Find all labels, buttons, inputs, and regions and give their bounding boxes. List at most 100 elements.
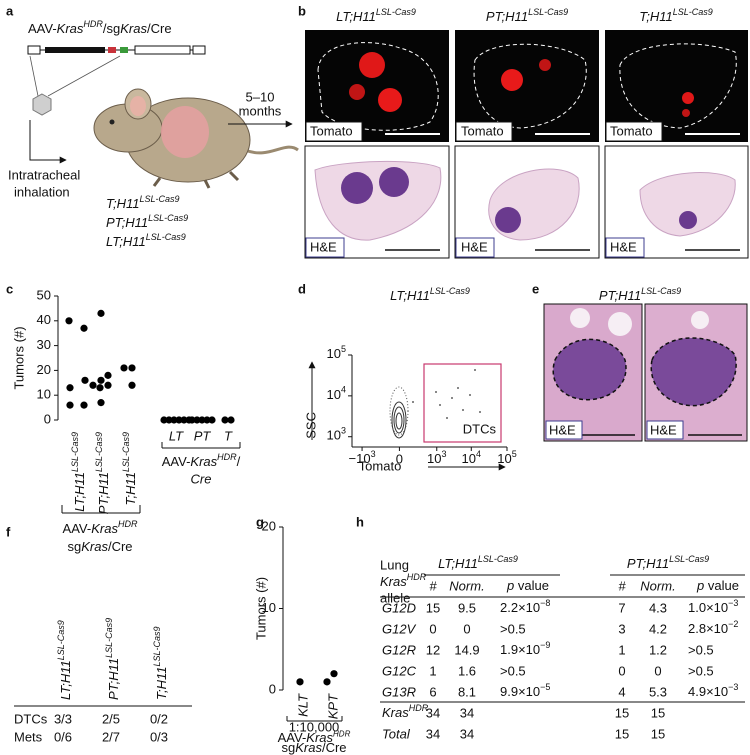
table-cell: 0/6 [54,729,72,744]
table-cell: 9.5 [458,600,476,615]
text-part: 10 [497,451,511,466]
x-tick-label: 104 [462,449,481,466]
table-cell: >0.5 [500,621,526,636]
text-part: 10 [327,346,341,361]
column-header: p value [696,578,739,593]
event [412,401,414,403]
contour [395,412,403,430]
text-part: HDR [83,19,103,29]
text-part: AAV- [162,454,191,469]
image-label: Tomato [310,123,353,138]
text-part: LSL-Cas9 [148,213,188,223]
x-tick-label: T;H11LSL-Cas9 [121,432,138,506]
text-part: LT;H11 [72,472,87,512]
row-label: G12R [382,642,416,657]
text-part: 5 [341,344,346,354]
contour [393,406,405,434]
text-part: T;H11 [154,667,169,700]
event [439,404,441,406]
table-cell: 9.9×10−5 [500,682,550,699]
table-cell: 1 [429,663,436,678]
text-part: 9.9×10 [500,684,540,699]
tumor [495,207,521,233]
text-part: LSL-Cas9 [528,7,568,17]
text-part: LT;H11 [58,660,73,700]
text-part: LSL-Cas9 [70,432,80,472]
column-header: # [618,578,626,593]
table-cell: >0.5 [688,642,714,657]
data-point [175,416,183,424]
data-point [170,416,178,424]
y-tick-label: 103 [327,426,346,443]
label-box [305,121,363,142]
x-tick-label: 0 [396,451,403,466]
text-part: PT;H11 [106,215,148,230]
text-part: −2 [728,619,738,629]
text-part: 2.8×10 [688,621,728,636]
construct-itr [27,45,41,55]
construct-cre [134,45,191,55]
data-point [221,416,229,424]
text-part: LSL-Cas9 [430,286,470,296]
event [469,394,471,396]
panel-e-images [543,303,748,442]
table-cell: 15 [615,726,629,741]
panel-label: a [6,3,14,18]
tumor-outline [650,337,737,407]
column-header: PT;H11LSL-Cas9 [105,618,122,700]
table-cell: 0 [429,621,436,636]
strain-label: LT;H11LSL-Cas9 [106,232,186,249]
row-label: Total [382,726,411,741]
row-label: KrasHDR [382,703,429,720]
x-tick-label: LT [169,428,184,443]
text-part: −3 [728,598,738,608]
text-part: −5 [540,682,550,692]
alveolus [691,311,709,329]
text-part: Kras [382,705,409,720]
text-part: 3 [341,426,346,436]
text-part: T;H11 [106,196,139,211]
data-point [296,678,304,686]
text-part: value [514,578,549,593]
column-header: Norm. [640,578,675,593]
plot-title: LT;H11LSL-Cas9 [390,286,470,303]
column-header: # [429,578,437,593]
table-cell: 14.9 [454,642,479,657]
text-part: sg [281,740,295,755]
event [451,397,453,399]
y-tick-label: 10 [262,600,276,615]
row-header: KrasHDR [380,572,427,589]
table-cell: 0/3 [150,729,168,744]
text-part: Kras [380,574,407,589]
tumor [682,109,690,117]
time-label: months [239,103,282,118]
row-label: Mets [14,729,43,744]
image-label: H&E [310,239,337,254]
y-tick-label: 50 [37,287,51,302]
data-point [104,371,112,379]
text-part: 2.2×10 [500,600,540,615]
text-part: LSL-Cas9 [376,7,416,17]
tumor [359,52,385,78]
text-part: LT;H11 [390,288,430,303]
data-point [97,399,105,407]
label-box [545,420,583,440]
column-header: LT;H11LSL-Cas9 [57,620,74,700]
construct-element [108,47,116,53]
table-cell: 5.3 [649,684,667,699]
data-point [128,381,136,389]
x-tick-label: KLT [295,693,310,717]
zoom-lines [29,55,121,97]
column-title: T;H11LSL-Cas9 [639,7,713,24]
y-tick-label: 20 [37,362,51,377]
table-cell: >0.5 [688,663,714,678]
mouse-ear-inner [130,96,146,116]
y-tick-label: 20 [262,518,276,533]
alveolus [608,312,632,336]
label-box [455,237,495,258]
data-point [89,381,97,389]
text-part: sg [67,539,81,554]
data-point [80,401,88,409]
data-point [323,678,331,686]
table-cell: 15 [651,705,665,720]
